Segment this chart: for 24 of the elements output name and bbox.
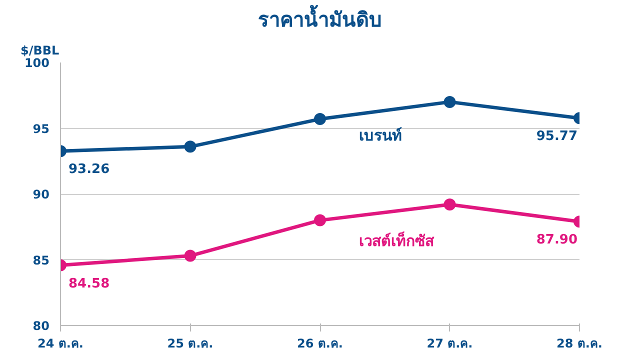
series-label: เบรนท์ bbox=[358, 126, 402, 145]
x-tick-label: 28 ต.ค. bbox=[556, 336, 603, 350]
x-tick-label: 26 ต.ค. bbox=[297, 336, 344, 350]
y-tick-label: 90 bbox=[32, 188, 50, 202]
x-tick-label: 27 ต.ค. bbox=[426, 336, 473, 350]
data-label: 84.58 bbox=[68, 276, 110, 292]
y-tick-label: 100 bbox=[24, 56, 50, 70]
point bbox=[184, 140, 196, 153]
x-tick-label: 25 ต.ค. bbox=[167, 336, 214, 350]
y-tick-label: 85 bbox=[32, 253, 50, 268]
point bbox=[314, 214, 326, 226]
point bbox=[444, 198, 456, 211]
data-label: 87.90 bbox=[536, 232, 578, 248]
y-axis-title: $/BBL bbox=[20, 44, 60, 58]
x-tick-label: 24 ต.ค. bbox=[38, 336, 84, 350]
chart-title: ราคาน้ำมันดิบ bbox=[258, 4, 382, 32]
y-tick-label: 80 bbox=[32, 319, 50, 333]
point bbox=[314, 113, 326, 126]
y-tick-label: 95 bbox=[32, 122, 50, 136]
series-label: เวสต์เท็กซัส bbox=[358, 230, 435, 250]
data-label: 95.77 bbox=[536, 129, 578, 144]
point bbox=[444, 96, 456, 108]
data-label: 93.26 bbox=[68, 162, 110, 178]
point bbox=[184, 250, 196, 262]
